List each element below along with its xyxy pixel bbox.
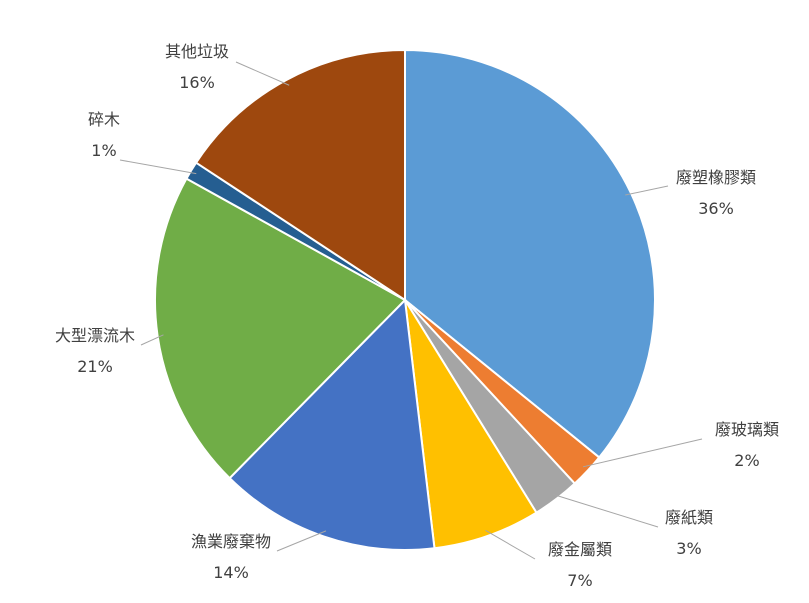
data-labels: 廢塑橡膠類 36% 廢玻璃類 2% 廢紙類 3% 廢金屬類 7% 漁業廢棄物 14% 大型漂流木 21… [55, 42, 779, 590]
pie-slice [154, 177, 407, 480]
leader-line [235, 61, 290, 86]
slice-category-label: 廢紙類 [665, 508, 713, 527]
pie-slice [404, 299, 538, 550]
slice-percent-label: 7% [567, 571, 592, 590]
slice-category-label: 大型漂流木 [55, 326, 135, 345]
leader-line [582, 438, 703, 468]
pie-slice [194, 48, 406, 302]
leader-line [119, 159, 197, 175]
pie-slice [228, 297, 436, 551]
leader-line [276, 530, 327, 552]
slice-percent-label: 14% [213, 563, 249, 582]
slice-category-label: 廢玻璃類 [715, 420, 779, 439]
slice-category-label: 碎木 [88, 110, 120, 129]
slice-category-label: 漁業廢棄物 [191, 532, 271, 551]
slice-category-label: 廢塑橡膠類 [676, 168, 756, 187]
slice-category-label: 廢金屬類 [548, 540, 612, 559]
slice-percent-label: 1% [91, 141, 116, 160]
leader-lines [119, 61, 703, 560]
slice-percent-label: 16% [179, 73, 215, 92]
leader-line [140, 334, 164, 346]
pie-slices [154, 48, 656, 551]
slice-category-label: 其他垃圾 [165, 42, 229, 61]
slice-percent-label: 3% [676, 539, 701, 558]
pie-slice [404, 48, 656, 459]
slice-percent-label: 21% [77, 357, 113, 376]
leader-line [552, 493, 659, 528]
slice-percent-label: 2% [734, 451, 759, 470]
leader-line [485, 529, 536, 560]
slice-percent-label: 36% [698, 199, 734, 218]
leader-line [625, 185, 669, 196]
